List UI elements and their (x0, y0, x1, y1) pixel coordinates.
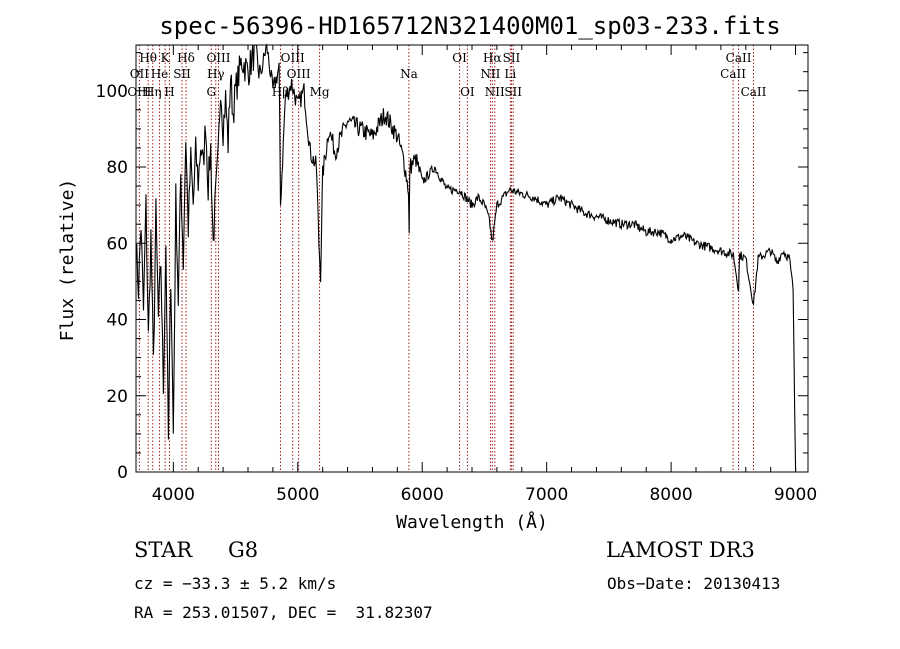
spectral-line-label: Na (400, 67, 418, 81)
observation-date: Obs−Date: 20130413 (607, 574, 781, 593)
y-tick-label: 80 (106, 158, 128, 178)
plot-frame (135, 44, 809, 473)
coordinates: RA = 253.01507, DEC = 31.82307 (134, 603, 433, 622)
spectral-line-label: Hδ (177, 51, 195, 65)
spectral-line-label: Li (504, 67, 516, 81)
spectral-line-label: OI (452, 51, 467, 65)
x-axis-label: Wavelength (Å) (396, 511, 548, 533)
spectral-line-label: SII (173, 67, 191, 81)
y-axis-ticks: 0 20 40 60 80 100 (96, 52, 808, 483)
y-axis-label: Flux (relative) (57, 179, 78, 342)
x-tick-label: 5000 (276, 485, 319, 505)
object-subclass: G8 (228, 538, 259, 562)
spectral-line-label: OII (130, 67, 150, 81)
spectral-line-label: G (206, 85, 216, 99)
spectral-line-label: CaII (726, 51, 752, 65)
spectral-line-label: K (161, 51, 171, 65)
x-axis-ticks: 4000 5000 6000 7000 8000 9000 (152, 45, 817, 505)
spectral-line-label: OIII (127, 85, 151, 99)
spectral-line-label: OIII (287, 67, 311, 81)
x-tick-label: 9000 (774, 485, 817, 505)
spectral-line-label: Hα (483, 51, 502, 65)
spectral-line-label: NII (480, 67, 500, 81)
spectral-line-label: Mg (310, 85, 330, 99)
x-tick-label: 4000 (152, 485, 195, 505)
spectral-line-label: Hη (144, 85, 162, 99)
spectral-line-label: OIII (281, 51, 305, 65)
spectral-line-label: NII (485, 85, 505, 99)
chart-title: spec-56396-HD165712N321400M01_sp03-233.f… (159, 12, 780, 40)
y-tick-label: 40 (106, 311, 128, 331)
y-tick-label: 0 (117, 463, 128, 483)
x-tick-label: 6000 (401, 485, 444, 505)
spectral-line-label: SII (504, 85, 522, 99)
spectral-line-label: CaII (741, 85, 767, 99)
y-tick-label: 100 (96, 82, 128, 102)
spectral-line-markers (138, 45, 754, 472)
spectrum-line (135, 43, 797, 473)
spectral-line-label: SII (503, 51, 521, 65)
spectral-line-label: OIII (206, 51, 230, 65)
redshift-cz: cz = −33.3 ± 5.2 km/s (134, 574, 337, 593)
survey-name: LAMOST DR3 (606, 538, 755, 562)
spectral-line-label: CaII (720, 67, 746, 81)
spectral-line-label: H (164, 85, 174, 99)
spectral-line-label: Hβ (272, 85, 289, 99)
object-class: STAR (134, 538, 193, 562)
x-tick-label: 7000 (525, 485, 568, 505)
x-tick-label: 8000 (649, 485, 692, 505)
spectral-line-label: Hγ (207, 67, 225, 81)
spectral-line-label: OI (460, 85, 475, 99)
y-tick-label: 20 (106, 387, 128, 407)
spectral-line-label: Hθ (139, 51, 157, 65)
y-tick-label: 60 (106, 234, 128, 254)
spectral-line-label: He (151, 67, 169, 81)
